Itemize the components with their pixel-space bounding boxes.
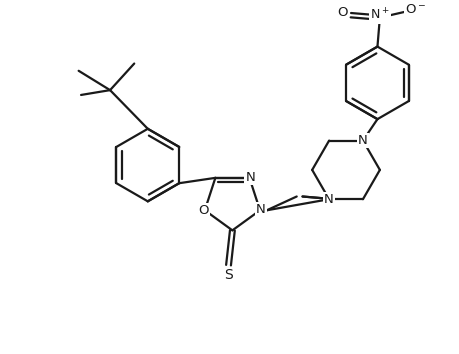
Text: N: N [256, 203, 266, 216]
Text: O$^-$: O$^-$ [405, 3, 426, 16]
Text: O: O [337, 6, 347, 19]
Text: S: S [224, 268, 233, 282]
Text: N: N [246, 171, 255, 184]
Text: N$^+$: N$^+$ [370, 7, 390, 23]
Text: N: N [324, 193, 334, 206]
Text: N: N [358, 134, 368, 147]
Text: O: O [199, 204, 209, 217]
